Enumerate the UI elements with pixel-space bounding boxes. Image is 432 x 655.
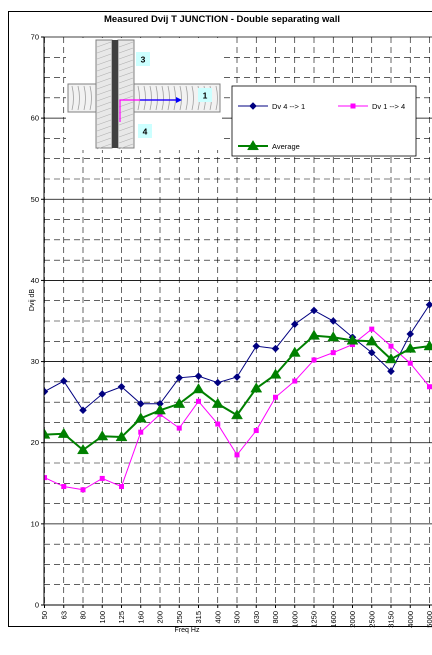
x-tick-label: 250 — [175, 611, 184, 624]
x-tick-label: 63 — [59, 611, 68, 619]
legend-label: Average — [272, 142, 300, 151]
data-point — [331, 350, 336, 355]
data-point — [81, 487, 86, 492]
x-tick-label: 4000 — [406, 611, 415, 628]
x-tick-label: 100 — [98, 611, 107, 624]
legend-label: Dv 1 --> 4 — [372, 102, 405, 111]
x-tick-label: 2500 — [367, 611, 376, 628]
x-tick-label: 50 — [40, 611, 49, 619]
legend-label: Dv 4 --> 1 — [272, 102, 305, 111]
y-tick-label: 40 — [31, 276, 39, 285]
x-axis-label: Freq Hz — [175, 627, 200, 634]
legend: Dv 4 --> 1 Dv 1 --> 4 Average — [232, 86, 416, 156]
data-point — [369, 327, 374, 332]
data-point — [177, 426, 182, 431]
data-point — [100, 476, 105, 481]
data-point — [138, 430, 143, 435]
inset-label: 1 — [203, 91, 208, 101]
x-tick-label: 800 — [271, 611, 280, 624]
chart-title: Measured Dvij T JUNCTION - Double separa… — [104, 14, 340, 25]
x-tick-label: 5000 — [425, 611, 432, 628]
wall-cavity — [112, 40, 118, 148]
x-tick-label: 1600 — [329, 611, 338, 628]
y-tick-label: 0 — [35, 601, 39, 610]
y-tick-label: 10 — [31, 519, 39, 528]
y-tick-label: 20 — [31, 438, 39, 447]
data-point — [312, 357, 317, 362]
inset-label: 3 — [141, 55, 146, 65]
data-point — [273, 395, 278, 400]
y-axis-label: Dvij dB — [29, 289, 36, 312]
x-tick-label: 125 — [117, 611, 126, 624]
x-tick-label: 160 — [136, 611, 145, 624]
x-tick-label: 315 — [194, 611, 203, 624]
junction-inset-diagram: 3 1 4 — [66, 38, 222, 150]
y-tick-label: 30 — [31, 357, 39, 366]
data-point — [389, 344, 394, 349]
data-point — [235, 452, 240, 457]
x-tick-label: 200 — [156, 611, 165, 624]
x-tick-label: 400 — [213, 611, 222, 624]
data-point — [119, 484, 124, 489]
legend-swatch-marker — [351, 104, 356, 109]
y-tick-label: 70 — [31, 33, 39, 42]
y-tick-label: 60 — [31, 114, 39, 123]
data-point — [427, 384, 432, 389]
inset-label: 4 — [143, 127, 148, 137]
x-tick-label: 2000 — [348, 611, 357, 628]
x-tick-label: 80 — [79, 611, 88, 619]
x-tick-label: 630 — [252, 611, 261, 624]
data-point — [292, 379, 297, 384]
x-tick-label: 500 — [233, 611, 242, 624]
data-point — [254, 428, 259, 433]
data-point — [408, 361, 413, 366]
x-tick-label: 1250 — [310, 611, 319, 628]
x-tick-label: 1000 — [290, 611, 299, 628]
data-point — [61, 484, 66, 489]
data-point — [215, 422, 220, 427]
data-point — [196, 399, 201, 404]
x-tick-label: 3150 — [387, 611, 396, 628]
y-tick-label: 50 — [31, 195, 39, 204]
